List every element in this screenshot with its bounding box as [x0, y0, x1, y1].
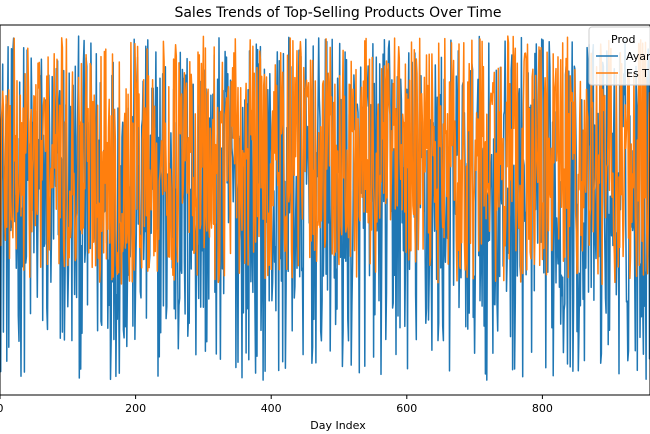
- series-line-es-t: [0, 35, 650, 286]
- chart-title: Sales Trends of Top-Selling Products Ove…: [174, 5, 501, 21]
- legend: Prod Ayar Es T: [588, 26, 650, 86]
- x-tick-label: 0: [0, 402, 4, 415]
- x-axis-label: Day Index: [310, 419, 366, 432]
- x-tick-label: 200: [125, 402, 146, 415]
- legend-label-ayar: Ayar: [626, 50, 650, 63]
- x-tick-label: 600: [396, 402, 417, 415]
- plot-area: [0, 24, 650, 396]
- legend-title: Prod: [611, 33, 635, 46]
- legend-label-es-t: Es T: [626, 67, 649, 80]
- legend-box: [588, 26, 650, 86]
- plot-frame: [0, 24, 650, 396]
- x-tick-label: 400: [261, 402, 282, 415]
- series-layer: [0, 35, 650, 381]
- x-axis: 0 200 400 600 800: [0, 395, 553, 415]
- x-tick-label: 800: [532, 402, 553, 415]
